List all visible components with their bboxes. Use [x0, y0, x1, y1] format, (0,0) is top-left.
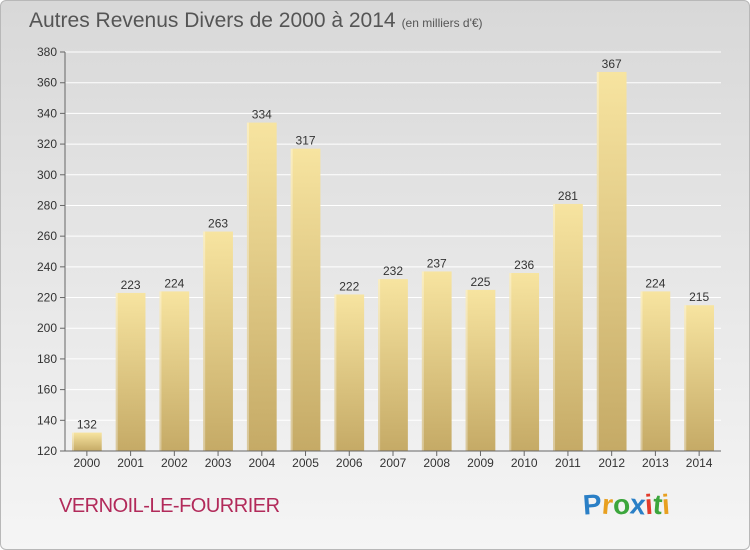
y-tick-label: 340: [37, 106, 57, 120]
bar-2001: [115, 292, 146, 451]
data-label-2000: 132: [77, 418, 97, 432]
y-tick-label: 260: [37, 229, 57, 243]
bar-2013: [640, 291, 671, 451]
data-label-2012: 367: [602, 57, 622, 71]
data-label-2010: 236: [514, 258, 534, 272]
axes: [60, 51, 721, 456]
bar-2010: [509, 272, 540, 451]
bar-2008: [421, 271, 452, 451]
y-tick-label: 280: [37, 198, 57, 212]
x-tick-label-2013: 2013: [642, 456, 669, 470]
data-label-2014: 215: [689, 290, 709, 304]
data-label-2013: 224: [645, 276, 665, 290]
x-tick-label-2008: 2008: [423, 456, 450, 470]
bar-2004: [246, 122, 277, 451]
bar-highlight: [246, 122, 249, 451]
y-tick-label: 180: [37, 352, 57, 366]
y-tick-label: 240: [37, 260, 57, 274]
y-tick-label: 380: [37, 45, 57, 59]
bar-2009: [465, 289, 496, 451]
x-tick-label-2004: 2004: [248, 456, 275, 470]
data-label-2009: 225: [470, 275, 490, 289]
y-tick-label: 360: [37, 76, 57, 90]
x-tick-label-2014: 2014: [686, 456, 713, 470]
commune-name: VERNOIL-LE-FOURRIER: [59, 495, 280, 517]
bar-2000: [71, 432, 102, 451]
x-tick-label-2011: 2011: [555, 456, 581, 470]
data-label-2001: 223: [121, 278, 141, 292]
chart-title-text: Autres Revenus Divers de 2000 à 2014: [29, 9, 396, 32]
bar-highlight: [509, 272, 512, 451]
bar-highlight: [378, 279, 381, 451]
bar-highlight: [465, 289, 468, 451]
bar-highlight: [334, 294, 337, 451]
bar-2006: [334, 294, 365, 451]
bar-highlight: [71, 432, 74, 451]
bar-highlight: [421, 271, 424, 451]
data-label-2004: 334: [252, 108, 272, 122]
bar-highlight: [203, 231, 206, 451]
bar-2014: [684, 305, 715, 451]
chart-title: Autres Revenus Divers de 2000 à 2014 (en …: [29, 9, 483, 33]
data-label-2006: 222: [339, 279, 359, 293]
y-tick-label: 120: [37, 444, 57, 458]
x-tick-label-2003: 2003: [205, 456, 232, 470]
x-tick-label-2005: 2005: [292, 456, 319, 470]
x-tick-label-2012: 2012: [598, 456, 625, 470]
x-tick-label-2007: 2007: [380, 456, 407, 470]
data-label-2003: 263: [208, 217, 228, 231]
x-tick-label-2002: 2002: [161, 456, 188, 470]
y-tick-label: 200: [37, 321, 57, 335]
y-tick-label: 300: [37, 168, 57, 182]
bar-highlight: [553, 203, 556, 451]
y-tick-label: 140: [37, 413, 57, 427]
bar-highlight: [115, 292, 118, 451]
data-label-2008: 237: [427, 256, 447, 270]
labels: 120 140 160 180 200 220 240 260 280 300 320 340 360 3…: [37, 45, 713, 470]
y-tick-label: 160: [37, 383, 57, 397]
bar-2003: [203, 231, 233, 451]
bar-2012: [596, 71, 627, 451]
x-tick-label-2009: 2009: [467, 456, 494, 470]
bar-highlight: [684, 305, 687, 451]
chart-subtitle: (en milliers d'€): [401, 16, 483, 30]
bars: [71, 71, 715, 451]
data-label-2005: 317: [296, 134, 316, 148]
proxiti-logo[interactable]: Proxiti: [581, 488, 672, 521]
data-label-2007: 232: [383, 264, 403, 278]
x-tick-label-2006: 2006: [336, 456, 363, 470]
x-tick-label-2001: 2001: [117, 456, 144, 470]
bar-2007: [378, 279, 408, 451]
bar-2005: [290, 148, 321, 451]
bar-2011: [553, 203, 583, 451]
x-tick-label-2010: 2010: [511, 456, 538, 470]
logo-letter: i: [661, 488, 672, 521]
bar-highlight: [596, 71, 599, 451]
data-label-2011: 281: [558, 189, 578, 203]
bar-highlight: [290, 148, 293, 451]
y-tick-label: 320: [37, 137, 57, 151]
logo-letter: P: [581, 488, 603, 521]
data-label-2002: 224: [164, 276, 184, 290]
bar-2002: [159, 291, 190, 451]
x-tick-label-2000: 2000: [74, 456, 101, 470]
bar-highlight: [159, 291, 162, 451]
y-tick-label: 220: [37, 291, 57, 305]
bar-highlight: [640, 291, 643, 451]
